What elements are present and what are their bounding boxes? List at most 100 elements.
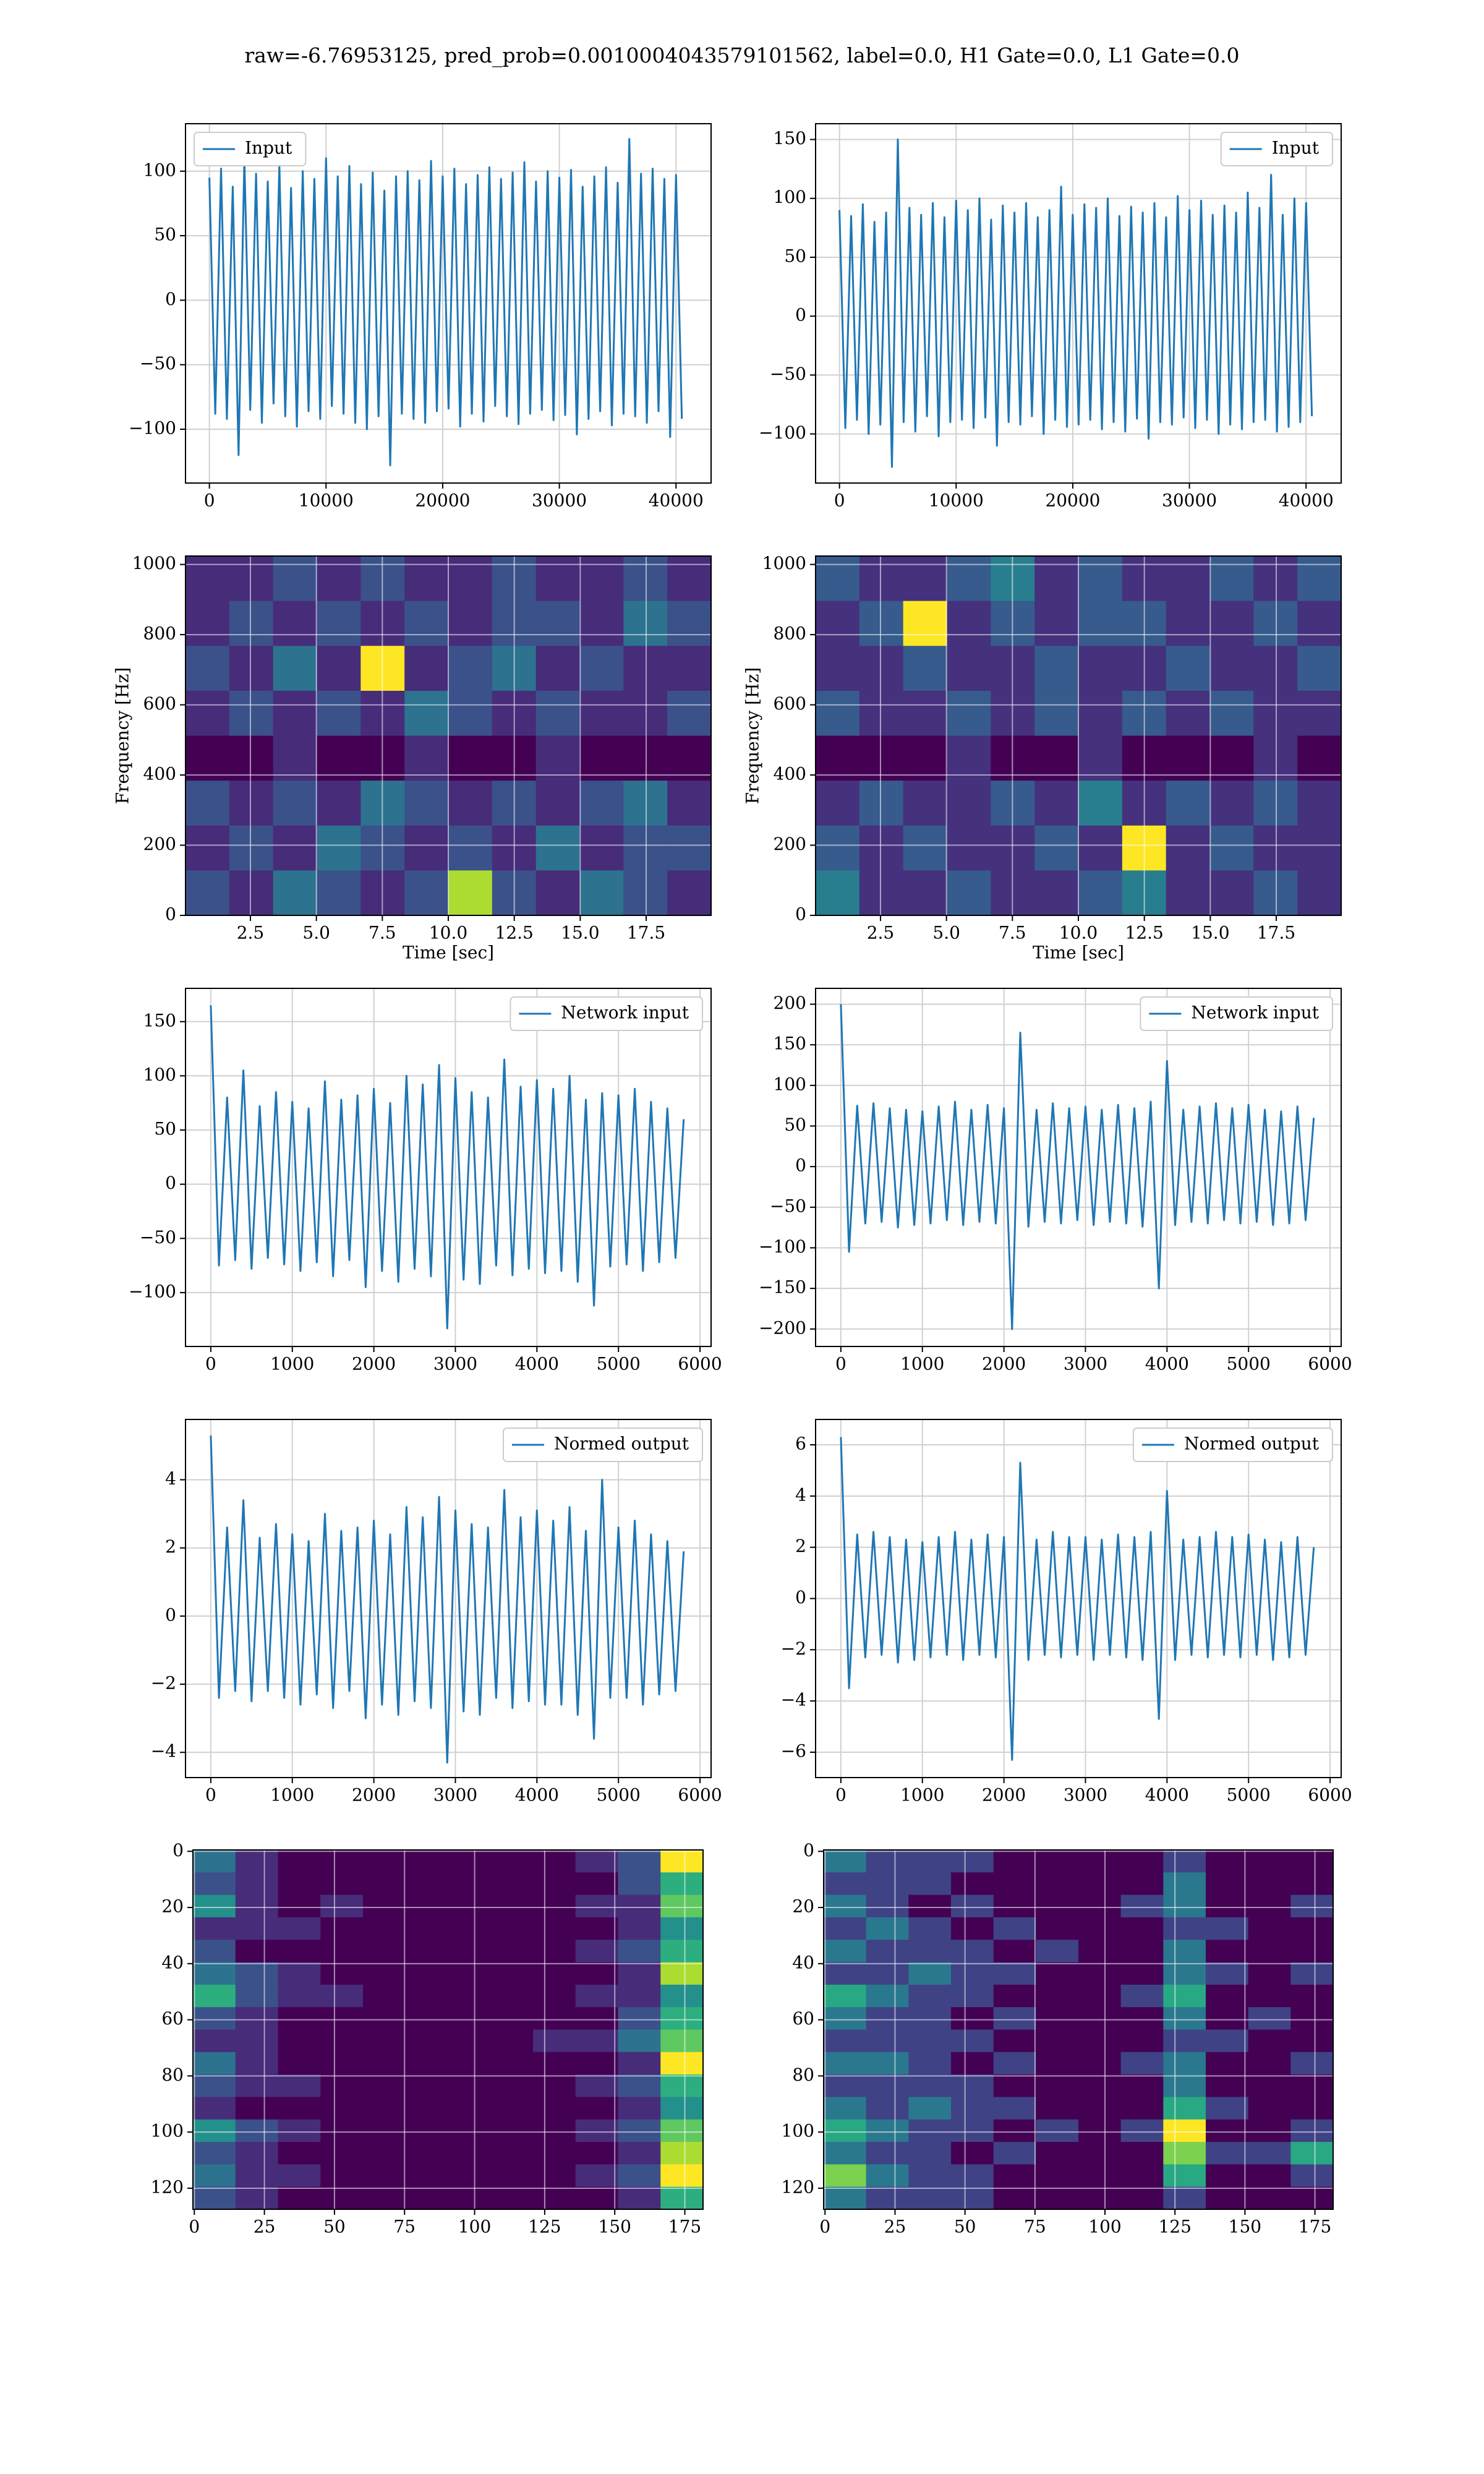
y-tick-label: 0 [165,1604,176,1625]
subplot: 0 1000 2000 3000 4000 5000 6000 −6 −4 −2 0 2 4 6 Norme… [781,1419,1352,1805]
heatmap-cell [404,825,449,871]
heatmap-cell [1290,2074,1334,2098]
heatmap-cell [320,2164,364,2188]
y-tick-label: 4 [795,1484,806,1505]
y-tick-label: 100 [774,187,806,207]
heatmap-cell [1163,1872,1206,1896]
y-tick-label: 1000 [132,553,176,573]
heatmap-cell [363,1940,406,1963]
heatmap-cell [533,1940,576,1963]
heatmap-cell [993,2119,1036,2142]
heatmap-cell [1163,1984,1206,2008]
legend-box [510,996,703,1031]
heatmap-cell [1248,2052,1291,2075]
heatmap-cell [660,1894,704,1918]
heatmap-cell [193,1917,236,1940]
heatmap-cell [235,1940,279,1963]
legend: Normed output [502,1427,703,1462]
heatmap-cell [579,735,624,781]
heatmap-cell [824,1984,867,2008]
y-tick-label: 100 [143,1064,176,1085]
heatmap-cell [490,1962,534,1985]
heatmap-cell [579,601,624,646]
heatmap-cell [1166,690,1211,737]
heatmap-cell [229,601,274,646]
heatmap-cell [993,1917,1036,1940]
heatmap-cell [1120,2186,1164,2210]
heatmap-cell [193,2029,236,2053]
heatmap-cell [278,1917,321,1940]
y-tick-label: −100 [759,1236,806,1257]
heatmap-cell [951,2119,994,2142]
heatmap-cell [186,825,230,871]
heatmap-cell [320,2186,364,2210]
heatmap-cell [951,2097,994,2120]
heatmap-cell [1248,2097,1291,2120]
heatmap-cell [405,2097,449,2120]
heatmap-cell [618,2029,661,2053]
legend-box [502,1427,703,1462]
heatmap-cell [1163,2052,1206,2075]
heatmap-cell [951,2164,994,2188]
heatmap-cell [859,735,904,781]
heatmap-cell [490,1984,534,2008]
heatmap-cell [908,2074,952,2098]
heatmap-cell [229,556,274,602]
x-tick-label: 5000 [1227,1354,1271,1374]
heatmap-cell [363,1917,406,1940]
heatmap-cell [278,1984,321,2008]
heatmap-cell [1206,2186,1249,2210]
x-tick-label: 3000 [433,1785,477,1805]
heatmap-cell [1248,1917,1291,1940]
y-tick-label: 400 [143,764,176,784]
heatmap-cell [1248,1850,1291,1873]
heatmap-cell [1034,735,1079,781]
heatmap-cell [1120,2029,1164,2053]
heatmap-cell [1036,2119,1079,2142]
heatmap-cell [824,2119,867,2142]
heatmap-cell [235,2186,279,2210]
heatmap-cell [947,870,991,916]
axes-frame [815,988,1342,1347]
heatmap-cell [235,1850,279,1873]
heatmap-cell [1248,2007,1291,2031]
heatmap-cell [1297,601,1342,646]
heatmap-cell [448,1917,491,1940]
heatmap-cell [1036,2097,1079,2120]
heatmap-cell [405,1940,449,1963]
heatmap-cell [824,1940,867,1963]
heatmap-cell [993,2097,1036,2120]
heatmap-cell [1297,825,1342,871]
heatmap-cell [448,1872,491,1896]
heatmap-cell [533,2097,576,2120]
heatmap-cell [278,2164,321,2188]
x-tick-label: 10.0 [429,923,467,943]
heatmap-cell [1209,870,1254,916]
heatmap-cell [579,646,624,691]
heatmap-cell [1248,1984,1291,2008]
y-tick-label: 50 [154,1119,176,1139]
heatmap-cell [1078,1940,1122,1963]
heatmap-cell [1290,2029,1334,2053]
x-tick-label: 6000 [1308,1354,1352,1374]
y-tick-label: 100 [774,1074,806,1094]
heatmap-cell [1297,690,1342,737]
heatmap-cell [278,2052,321,2075]
heatmap-cell [859,781,904,826]
heatmap-cell [866,1894,909,1918]
y-axis-label: Frequency [Hz] [113,667,133,804]
heatmap-cell [575,2007,619,2031]
heatmap-cell [903,735,948,781]
heatmap-cell [579,870,624,916]
heatmap-cell [908,2186,952,2210]
heatmap-cell [235,2097,279,2120]
heatmap-cell [533,2029,576,2053]
heatmap-cell [404,556,449,602]
legend-label: Normed output [1184,1434,1320,1454]
heatmap-cell [278,2186,321,2210]
heatmap-cell [533,2074,576,2098]
heatmap-cell [490,2029,534,2053]
heatmap-cell [908,2007,952,2031]
heatmap-cell [660,1917,704,1940]
x-axis-label: Time [sec] [1033,943,1124,963]
